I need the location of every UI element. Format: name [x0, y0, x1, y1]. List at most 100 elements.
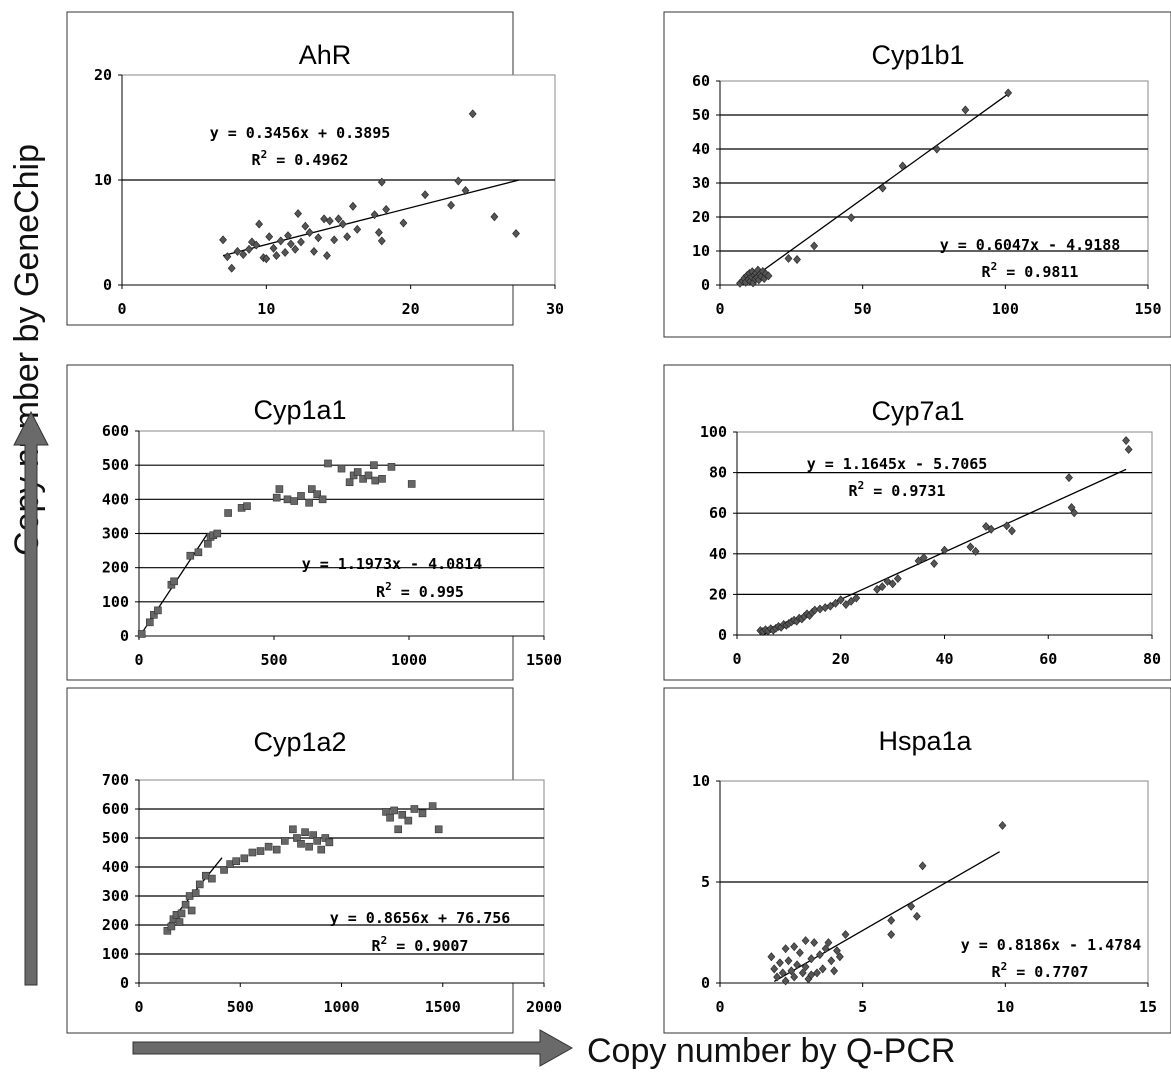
data-point	[907, 901, 916, 911]
r-squared-prefix: R	[376, 583, 386, 601]
r-squared-exponent: 2	[381, 934, 388, 947]
data-point	[807, 970, 816, 980]
data-point	[370, 461, 378, 469]
data-point	[961, 105, 970, 115]
data-point	[773, 972, 781, 982]
data-point	[781, 976, 790, 986]
x-tick-label: 1000	[323, 998, 359, 1016]
x-tick-label: 50	[854, 300, 872, 318]
data-point	[798, 968, 807, 978]
x-tick-label: 5	[858, 998, 867, 1016]
y-tick-label: 40	[692, 140, 710, 158]
x-axis-label-group: Copy number by Q-PCR	[132, 1029, 955, 1070]
data-point	[377, 177, 386, 187]
y-tick-label: 20	[94, 66, 112, 84]
y-tick-label: 300	[102, 525, 129, 543]
data-point	[998, 820, 1007, 830]
r-squared-value: = 0.9731	[864, 482, 945, 500]
data-point	[919, 553, 928, 563]
data-point	[490, 212, 499, 222]
data-point	[386, 813, 394, 822]
data-point	[305, 228, 314, 237]
y-tick-label: 10	[94, 171, 112, 189]
data-point	[330, 235, 339, 245]
y-tick-label: 700	[102, 771, 129, 789]
data-point	[337, 464, 346, 473]
data-point	[320, 214, 328, 224]
y-axis-label-group: Copy number by GeneChip	[8, 144, 49, 986]
data-point	[338, 219, 347, 229]
data-point	[364, 471, 373, 480]
y-tick-label: 0	[701, 276, 710, 294]
x-tick-label: 20	[832, 650, 850, 668]
data-point	[512, 229, 520, 239]
data-point	[255, 219, 264, 229]
data-point	[272, 493, 281, 502]
data-point	[232, 857, 240, 866]
x-tick-label: 0	[732, 650, 741, 668]
chart-panel-cyp1a1: 0 500 1000 1500 0 100 200 300 400 500 600 Cyp1a1 y =…	[66, 364, 562, 681]
x-tick-label: 0	[134, 998, 143, 1016]
y-tick-label: 30	[692, 174, 710, 192]
data-point	[893, 574, 902, 584]
x-tick-label: 15	[1139, 998, 1157, 1016]
r-squared: R2 = 0.995	[376, 580, 464, 601]
data-point	[239, 250, 248, 260]
r-squared-exponent: 2	[1001, 960, 1008, 973]
chart-panel-cyp1a2: 0 500 1000 1500 2000 0 100 200 300 400 500 600 700 Cy…	[66, 687, 562, 1034]
data-point	[194, 548, 203, 557]
r-squared: R2 = 0.9731	[849, 479, 946, 500]
data-point	[323, 251, 331, 261]
data-point	[418, 809, 427, 818]
data-point	[219, 235, 227, 245]
data-point	[321, 834, 330, 842]
data-point	[283, 495, 292, 504]
y-tick-label: 20	[692, 208, 710, 226]
y-tick-label: 400	[102, 858, 129, 876]
y-tick-label: 10	[692, 772, 710, 790]
data-point	[223, 252, 232, 262]
data-point	[410, 805, 419, 813]
r-squared-exponent: 2	[858, 479, 865, 492]
y-tick-label: 10	[692, 242, 710, 260]
data-point	[290, 497, 299, 505]
data-point	[264, 842, 273, 851]
r-squared-value: = 0.9007	[387, 937, 468, 955]
data-point	[830, 966, 839, 976]
data-point	[272, 251, 281, 261]
data-point	[770, 964, 779, 974]
data-point	[971, 546, 980, 556]
data-point	[764, 271, 773, 281]
data-point	[275, 485, 284, 493]
y-tick-label: 40	[709, 545, 727, 563]
regression-equation: y = 0.6047x - 4.9188	[940, 236, 1121, 254]
data-point	[887, 930, 896, 939]
chart-title: Hspa1a	[878, 726, 972, 756]
y-tick-label: 60	[709, 504, 727, 522]
data-point	[377, 236, 386, 246]
data-point	[966, 542, 975, 552]
data-point	[297, 839, 305, 848]
data-point	[334, 214, 343, 224]
r-squared-exponent: 2	[261, 148, 268, 161]
data-point	[898, 161, 907, 171]
y-tick-label: 0	[701, 974, 710, 992]
data-point	[177, 909, 186, 918]
x-tick-label: 10	[996, 998, 1014, 1016]
data-point	[305, 498, 313, 507]
data-point	[297, 492, 305, 500]
y-tick-label: 0	[718, 626, 727, 644]
r-squared-exponent: 2	[991, 260, 998, 273]
data-point	[150, 611, 158, 619]
data-point	[815, 950, 824, 960]
data-point	[982, 521, 990, 531]
data-point	[314, 233, 323, 243]
data-point	[325, 838, 334, 847]
data-point	[284, 231, 292, 241]
y-tick-label: 300	[102, 887, 129, 905]
y-tick-label: 50	[692, 106, 710, 124]
x-tick-label: 0	[117, 300, 126, 318]
data-point	[310, 246, 318, 256]
chart-panel-ahr: 0 10 20 30 0 10 20 AhR y = 0.3456x + 0.3895 R2 = …	[66, 11, 564, 326]
data-point	[170, 577, 178, 586]
